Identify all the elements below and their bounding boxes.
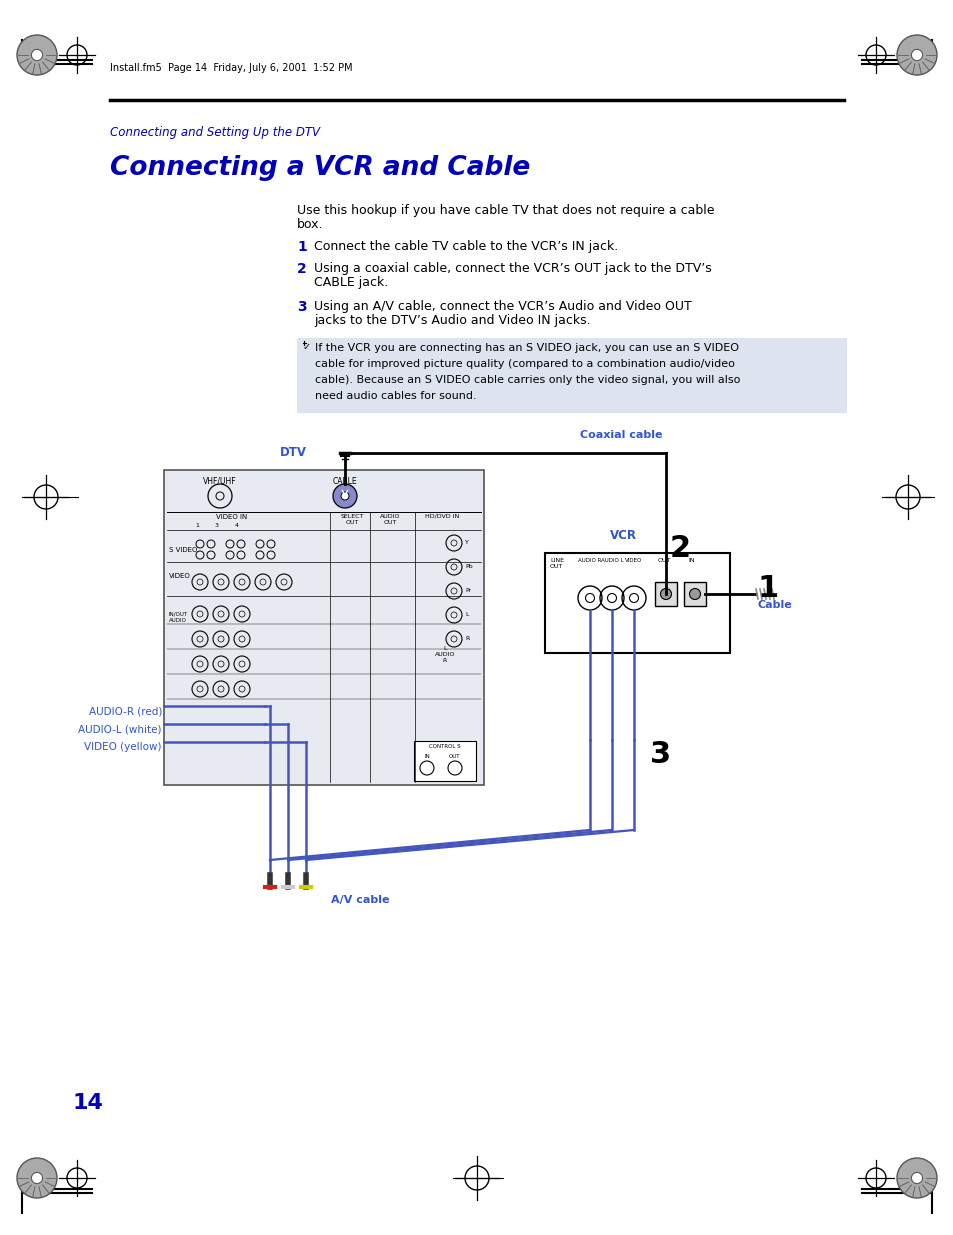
Circle shape [340, 492, 349, 500]
Text: VIDEO IN: VIDEO IN [216, 514, 248, 520]
Text: VHF/UHF: VHF/UHF [203, 477, 236, 487]
Text: AUDIO-L (white): AUDIO-L (white) [78, 724, 162, 734]
Text: CABLE jack.: CABLE jack. [314, 275, 388, 289]
Text: need audio cables for sound.: need audio cables for sound. [314, 391, 476, 401]
Text: AUDIO-R (red): AUDIO-R (red) [89, 706, 162, 716]
Text: Using a coaxial cable, connect the VCR’s OUT jack to the DTV’s: Using a coaxial cable, connect the VCR’s… [314, 262, 711, 275]
Circle shape [17, 1158, 57, 1198]
Circle shape [659, 589, 671, 599]
Text: IN: IN [688, 558, 695, 563]
Text: VIDEO: VIDEO [169, 573, 191, 579]
Text: SELECT
OUT: SELECT OUT [340, 514, 363, 525]
Text: ✓: ✓ [303, 342, 311, 352]
Text: IN: IN [424, 755, 430, 760]
Circle shape [896, 1158, 936, 1198]
Circle shape [910, 1172, 922, 1183]
Text: VIDEO (yellow): VIDEO (yellow) [85, 742, 162, 752]
FancyBboxPatch shape [414, 741, 476, 781]
Text: AUDIO R: AUDIO R [578, 558, 601, 563]
Text: 2: 2 [296, 262, 307, 275]
FancyBboxPatch shape [544, 553, 729, 653]
Text: DTV: DTV [280, 446, 307, 459]
Text: 1: 1 [194, 522, 199, 529]
Text: cable). Because an S VIDEO cable carries only the video signal, you will also: cable). Because an S VIDEO cable carries… [314, 375, 740, 385]
Text: 4: 4 [234, 522, 239, 529]
Text: CONTROL S: CONTROL S [429, 743, 460, 748]
Text: 1: 1 [758, 574, 779, 603]
Text: Connecting a VCR and Cable: Connecting a VCR and Cable [110, 156, 530, 182]
Text: 2: 2 [669, 534, 690, 563]
Circle shape [910, 49, 922, 61]
Text: AUDIO
OUT: AUDIO OUT [379, 514, 400, 525]
Text: L: L [464, 613, 468, 618]
Text: 14: 14 [73, 1093, 104, 1113]
FancyBboxPatch shape [655, 582, 677, 606]
Text: Install.fm5  Page 14  Friday, July 6, 2001  1:52 PM: Install.fm5 Page 14 Friday, July 6, 2001… [110, 63, 353, 73]
Circle shape [31, 1172, 43, 1183]
Circle shape [333, 484, 356, 508]
Text: 3: 3 [296, 300, 306, 314]
Circle shape [689, 589, 700, 599]
FancyBboxPatch shape [164, 471, 483, 785]
Text: VIDEO: VIDEO [625, 558, 642, 563]
Text: LINE
OUT: LINE OUT [550, 558, 563, 569]
Text: jacks to the DTV’s Audio and Video IN jacks.: jacks to the DTV’s Audio and Video IN ja… [314, 314, 590, 327]
Text: Y: Y [464, 541, 468, 546]
Text: cable for improved picture quality (compared to a combination audio/video: cable for improved picture quality (comp… [314, 359, 734, 369]
Text: Cable: Cable [758, 600, 792, 610]
Text: S VIDEO: S VIDEO [169, 547, 197, 553]
FancyBboxPatch shape [683, 582, 705, 606]
Text: If the VCR you are connecting has an S VIDEO jack, you can use an S VIDEO: If the VCR you are connecting has an S V… [314, 343, 739, 353]
FancyBboxPatch shape [296, 338, 846, 412]
Text: box.: box. [296, 219, 323, 231]
Circle shape [31, 49, 43, 61]
Text: Use this hookup if you have cable TV that does not require a cable: Use this hookup if you have cable TV tha… [296, 204, 714, 217]
Text: R: R [464, 636, 469, 641]
Text: IN/OUT
AUDIO: IN/OUT AUDIO [169, 613, 188, 622]
Circle shape [17, 35, 57, 75]
Text: OUT: OUT [657, 558, 670, 563]
Text: L
AUDIO
R: L AUDIO R [435, 646, 455, 663]
Text: Connecting and Setting Up the DTV: Connecting and Setting Up the DTV [110, 126, 319, 140]
Text: Pb: Pb [464, 564, 472, 569]
Text: Using an A/V cable, connect the VCR’s Audio and Video OUT: Using an A/V cable, connect the VCR’s Au… [314, 300, 691, 312]
Text: A/V cable: A/V cable [331, 895, 389, 905]
Text: VCR: VCR [609, 529, 637, 542]
Text: Pr: Pr [464, 589, 471, 594]
Text: Coaxial cable: Coaxial cable [579, 430, 661, 440]
Text: HD/DVD IN: HD/DVD IN [424, 514, 458, 519]
Circle shape [896, 35, 936, 75]
Text: CABLE: CABLE [333, 477, 357, 487]
Text: 1: 1 [296, 240, 307, 254]
Text: AUDIO L: AUDIO L [600, 558, 622, 563]
Text: 3: 3 [649, 740, 670, 769]
Text: 3: 3 [214, 522, 219, 529]
Text: OUT: OUT [449, 755, 460, 760]
Text: Connect the cable TV cable to the VCR’s IN jack.: Connect the cable TV cable to the VCR’s … [314, 240, 618, 253]
